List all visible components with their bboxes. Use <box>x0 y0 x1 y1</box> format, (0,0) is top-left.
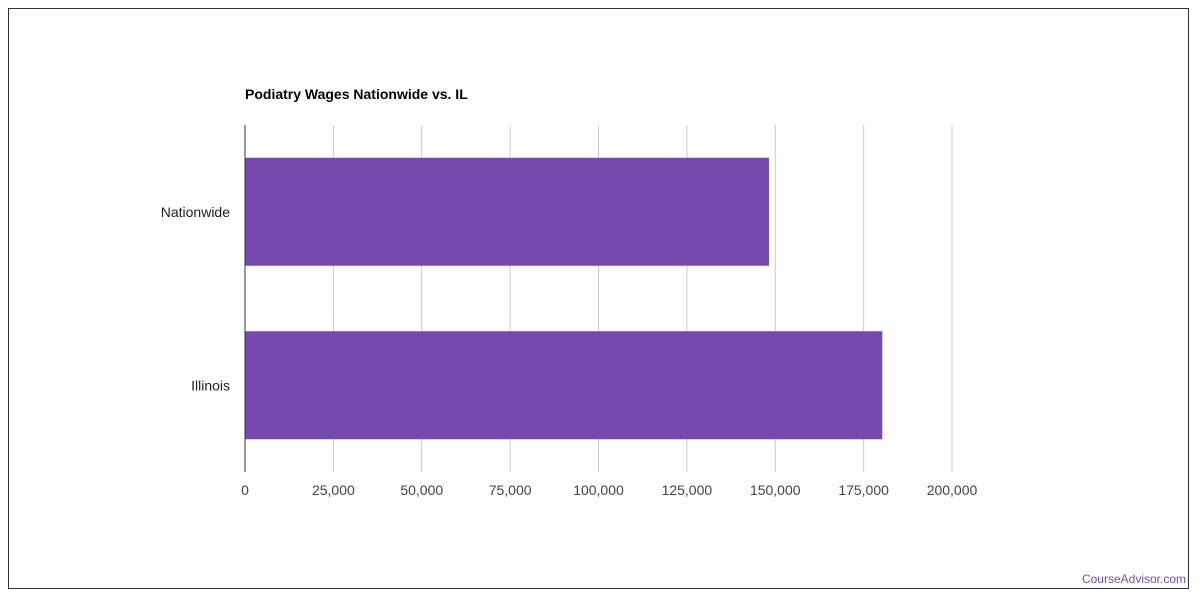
category-label: Nationwide <box>161 204 230 220</box>
x-tick-label: 100,000 <box>573 482 624 498</box>
category-labels: Nationwide Illinois <box>161 204 230 394</box>
category-label: Illinois <box>191 377 230 393</box>
x-tick-label: 25,000 <box>312 482 355 498</box>
x-tick-label: 200,000 <box>927 482 978 498</box>
x-tick-label: 75,000 <box>489 482 532 498</box>
x-tick-label: 175,000 <box>838 482 889 498</box>
bar-illinois[interactable] <box>245 331 883 440</box>
bar-nationwide[interactable] <box>245 157 769 266</box>
x-tick-label: 150,000 <box>750 482 801 498</box>
x-tick-label: 125,000 <box>662 482 713 498</box>
x-tick-label: 50,000 <box>400 482 443 498</box>
x-axis-ticks: 0 25,000 50,000 75,000 100,000 125,000 150,000… <box>241 482 977 498</box>
footer-credit[interactable]: CourseAdvisor.com <box>1081 572 1186 586</box>
chart-title: Podiatry Wages Nationwide vs. IL <box>245 86 468 102</box>
x-tick-label: 0 <box>241 482 249 498</box>
bars <box>245 157 883 440</box>
